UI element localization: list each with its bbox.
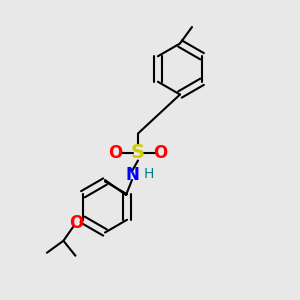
Text: S: S <box>131 143 145 163</box>
Text: O: O <box>69 214 83 232</box>
Text: O: O <box>108 144 123 162</box>
Text: N: N <box>125 167 139 184</box>
Text: H: H <box>143 167 154 181</box>
Text: O: O <box>153 144 168 162</box>
